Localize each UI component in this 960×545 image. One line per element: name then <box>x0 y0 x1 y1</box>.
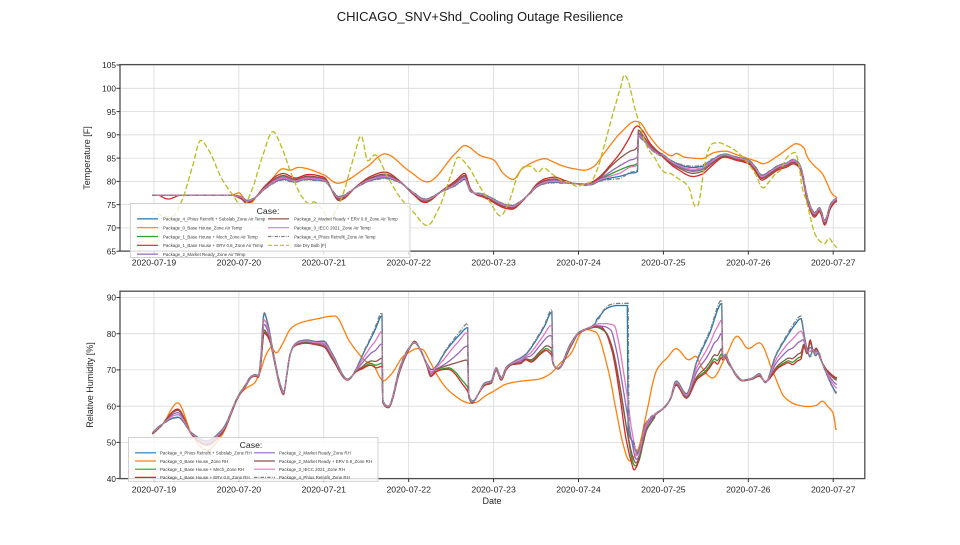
svg-text:Package_1_Base House + Mech_Zo: Package_1_Base House + Mech_Zone Air Tem… <box>163 234 258 239</box>
svg-text:Package_4_Phius Retrofit_Zone: Package_4_Phius Retrofit_Zone Air Temp <box>294 234 376 239</box>
svg-text:65: 65 <box>107 246 117 256</box>
svg-text:80: 80 <box>107 329 117 339</box>
svg-text:2020-07-26: 2020-07-26 <box>726 485 771 495</box>
svg-text:2020-07-21: 2020-07-21 <box>302 258 347 268</box>
svg-text:2020-07-20: 2020-07-20 <box>217 485 262 495</box>
svg-text:2020-07-22: 2020-07-22 <box>386 485 431 495</box>
svg-text:70: 70 <box>107 223 117 233</box>
svg-text:Package_2_Market Ready_Zone Ai: Package_2_Market Ready_Zone Air Temp <box>163 252 246 257</box>
svg-text:60: 60 <box>107 401 117 411</box>
svg-text:Relative Humidity [%]: Relative Humidity [%] <box>85 342 95 428</box>
svg-text:50: 50 <box>107 438 117 448</box>
svg-text:2020-07-23: 2020-07-23 <box>471 258 516 268</box>
svg-text:2020-07-25: 2020-07-25 <box>641 258 686 268</box>
svg-text:Package_2_Market Ready + ERV 0: Package_2_Market Ready + ERV 0.8_Zone Ai… <box>294 217 398 222</box>
svg-text:2020-07-21: 2020-07-21 <box>302 485 347 495</box>
svg-text:100: 100 <box>102 84 116 94</box>
svg-text:Package_1_Base House + ERV 0.8: Package_1_Base House + ERV 0.8_Zone RH <box>160 475 250 480</box>
svg-text:Package_4_Phius Retrofit + Sub: Package_4_Phius Retrofit + Subslab_Zone … <box>163 217 266 222</box>
svg-text:Temperature [F]: Temperature [F] <box>82 126 92 190</box>
svg-text:Package_3_IECC 2021_Zone RH: Package_3_IECC 2021_Zone RH <box>279 467 345 472</box>
svg-text:Package_2_Market Ready + ERV 0: Package_2_Market Ready + ERV 0.8_Zone RH <box>279 459 372 464</box>
svg-text:2020-07-24: 2020-07-24 <box>556 485 601 495</box>
svg-text:2020-07-27: 2020-07-27 <box>811 258 856 268</box>
svg-text:2020-07-19: 2020-07-19 <box>132 258 177 268</box>
svg-text:Package_1_Base House + Mech_Zo: Package_1_Base House + Mech_Zone RH <box>160 467 244 472</box>
svg-text:75: 75 <box>107 200 117 210</box>
svg-text:105: 105 <box>102 60 116 70</box>
svg-text:Package_2_Market Ready_Zone RH: Package_2_Market Ready_Zone RH <box>279 451 351 456</box>
svg-text:2020-07-27: 2020-07-27 <box>811 485 856 495</box>
svg-text:Package_0_Base House_Zone Air: Package_0_Base House_Zone Air Temp <box>163 226 243 231</box>
svg-text:80: 80 <box>107 177 117 187</box>
svg-text:Package_3_IECC 2021_Zone Air T: Package_3_IECC 2021_Zone Air Temp <box>294 226 371 231</box>
svg-text:CHICAGO_SNV+Shd_Cooling Outage: CHICAGO_SNV+Shd_Cooling Outage Resilienc… <box>337 9 624 24</box>
svg-text:Site Dry Bulb [F]: Site Dry Bulb [F] <box>294 243 326 248</box>
svg-text:90: 90 <box>107 130 117 140</box>
svg-text:Package_4_Phius Retrofit + Sub: Package_4_Phius Retrofit + Subslab_Zone … <box>160 451 252 456</box>
svg-text:95: 95 <box>107 107 117 117</box>
svg-text:2020-07-22: 2020-07-22 <box>386 258 431 268</box>
svg-text:40: 40 <box>107 474 117 484</box>
svg-text:85: 85 <box>107 153 117 163</box>
svg-text:2020-07-19: 2020-07-19 <box>132 485 177 495</box>
svg-text:2020-07-23: 2020-07-23 <box>471 485 516 495</box>
svg-text:Case:: Case: <box>240 440 263 450</box>
svg-text:2020-07-25: 2020-07-25 <box>641 485 686 495</box>
svg-text:2020-07-26: 2020-07-26 <box>726 258 771 268</box>
svg-text:Case:: Case: <box>257 206 280 216</box>
svg-text:70: 70 <box>107 365 117 375</box>
svg-text:Package_1_Base House + ERV 0.8: Package_1_Base House + ERV 0.8_Zone Air … <box>163 243 264 248</box>
svg-text:90: 90 <box>107 293 117 303</box>
svg-text:Package_0_Base House_Zone RH: Package_0_Base House_Zone RH <box>160 459 228 464</box>
svg-text:2020-07-20: 2020-07-20 <box>217 258 262 268</box>
svg-text:Date: Date <box>482 496 501 506</box>
svg-text:2020-07-24: 2020-07-24 <box>556 258 601 268</box>
svg-text:Package_4_Phius Retrofit_Zone: Package_4_Phius Retrofit_Zone RH <box>279 475 350 480</box>
